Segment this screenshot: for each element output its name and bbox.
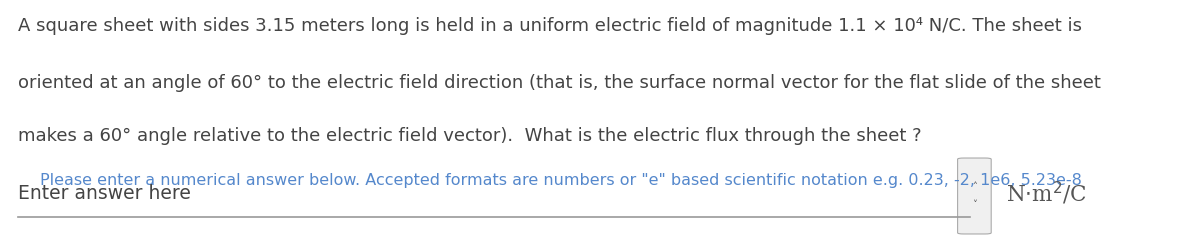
- Text: Please enter a numerical answer below. Accepted formats are numbers or "e" based: Please enter a numerical answer below. A…: [40, 173, 1081, 188]
- Text: ˅: ˅: [972, 200, 977, 210]
- Text: Enter answer here: Enter answer here: [18, 184, 191, 203]
- FancyBboxPatch shape: [958, 158, 991, 234]
- Text: makes a 60° angle relative to the electric field vector).  What is the electric : makes a 60° angle relative to the electr…: [18, 127, 922, 145]
- Text: ˄: ˄: [972, 182, 977, 192]
- Text: oriented at an angle of 60° to the electric field direction (that is, the surfac: oriented at an angle of 60° to the elect…: [18, 74, 1100, 91]
- Text: A square sheet with sides 3.15 meters long is held in a uniform electric field o: A square sheet with sides 3.15 meters lo…: [18, 17, 1082, 35]
- Text: N$\cdot$m$^2$/C: N$\cdot$m$^2$/C: [1006, 180, 1086, 207]
